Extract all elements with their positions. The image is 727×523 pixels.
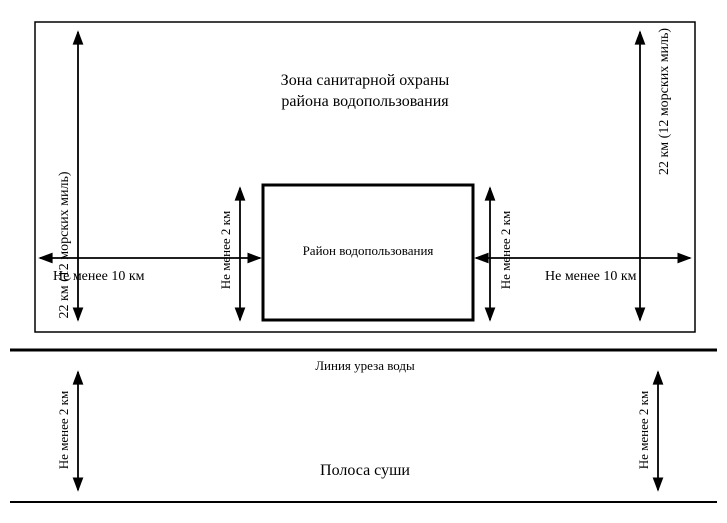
label-outer-v-left: 22 км (12 морских миль): [57, 171, 72, 318]
zone-title-line2: района водопользования: [281, 93, 449, 110]
zone-title-line1: Зона санитарной охраны: [281, 72, 450, 89]
land-title: Полоса суши: [320, 462, 410, 479]
label-h-right: Не менее 10 км: [545, 269, 637, 284]
label-inner-v-right: Не менее 2 км: [498, 211, 513, 289]
inner-title: Район водопользования: [303, 243, 434, 258]
label-land-v-right: Не менее 2 км: [636, 391, 651, 469]
diagram-canvas: Зона санитарной охраны района водопользо…: [0, 0, 727, 523]
waterline-title: Линия уреза воды: [315, 358, 415, 373]
label-outer-v-right: 22 км (12 морских миль): [657, 28, 672, 175]
label-land-v-left: Не менее 2 км: [56, 391, 71, 469]
label-inner-v-left: Не менее 2 км: [218, 211, 233, 289]
outer-zone-box: [35, 22, 695, 332]
